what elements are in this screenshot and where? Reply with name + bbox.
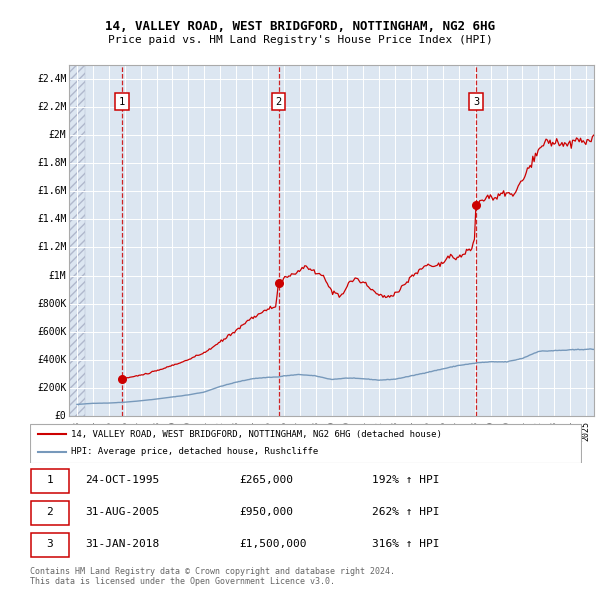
Text: £1M: £1M: [49, 271, 67, 280]
Text: £1.8M: £1.8M: [37, 158, 67, 168]
Text: This data is licensed under the Open Government Licence v3.0.: This data is licensed under the Open Gov…: [30, 578, 335, 586]
Text: £2.4M: £2.4M: [37, 74, 67, 84]
FancyBboxPatch shape: [31, 469, 68, 493]
Text: £1.2M: £1.2M: [37, 242, 67, 253]
Text: 1: 1: [119, 97, 125, 107]
Text: 3: 3: [473, 97, 479, 107]
Text: £2M: £2M: [49, 130, 67, 140]
FancyBboxPatch shape: [31, 533, 68, 556]
FancyBboxPatch shape: [30, 424, 581, 463]
Text: £1,500,000: £1,500,000: [240, 539, 307, 549]
Text: £950,000: £950,000: [240, 507, 294, 517]
Text: 31-AUG-2005: 31-AUG-2005: [85, 507, 160, 517]
Text: £0: £0: [55, 411, 67, 421]
Text: 1: 1: [46, 476, 53, 486]
Text: £2.2M: £2.2M: [37, 102, 67, 112]
Text: £800K: £800K: [37, 299, 67, 309]
FancyBboxPatch shape: [31, 501, 68, 525]
Text: 14, VALLEY ROAD, WEST BRIDGFORD, NOTTINGHAM, NG2 6HG: 14, VALLEY ROAD, WEST BRIDGFORD, NOTTING…: [105, 20, 495, 33]
Text: 192% ↑ HPI: 192% ↑ HPI: [372, 476, 440, 486]
Text: £600K: £600K: [37, 327, 67, 337]
Text: £265,000: £265,000: [240, 476, 294, 486]
Text: £1.4M: £1.4M: [37, 214, 67, 224]
Text: 316% ↑ HPI: 316% ↑ HPI: [372, 539, 440, 549]
Text: Contains HM Land Registry data © Crown copyright and database right 2024.: Contains HM Land Registry data © Crown c…: [30, 567, 395, 576]
Text: 14, VALLEY ROAD, WEST BRIDGFORD, NOTTINGHAM, NG2 6HG (detached house): 14, VALLEY ROAD, WEST BRIDGFORD, NOTTING…: [71, 430, 442, 439]
Text: Price paid vs. HM Land Registry's House Price Index (HPI): Price paid vs. HM Land Registry's House …: [107, 35, 493, 45]
Text: 3: 3: [46, 539, 53, 549]
Text: 24-OCT-1995: 24-OCT-1995: [85, 476, 160, 486]
Text: 31-JAN-2018: 31-JAN-2018: [85, 539, 160, 549]
Text: 2: 2: [275, 97, 281, 107]
Text: £1.6M: £1.6M: [37, 186, 67, 196]
Text: 262% ↑ HPI: 262% ↑ HPI: [372, 507, 440, 517]
Text: 2: 2: [46, 507, 53, 517]
Text: £200K: £200K: [37, 383, 67, 393]
Text: £400K: £400K: [37, 355, 67, 365]
Text: HPI: Average price, detached house, Rushcliffe: HPI: Average price, detached house, Rush…: [71, 447, 319, 457]
